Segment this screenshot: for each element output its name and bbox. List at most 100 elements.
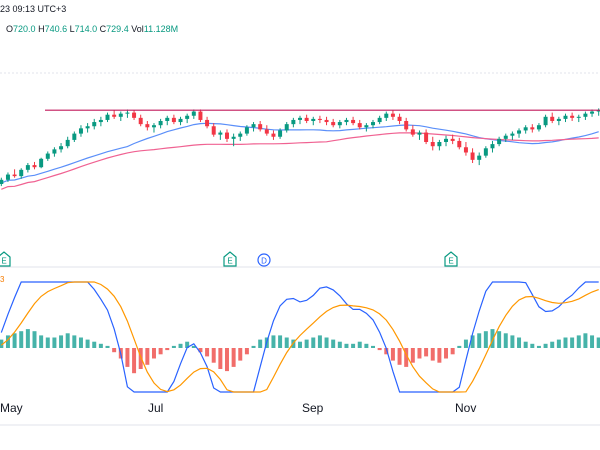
macd-histogram-bar	[404, 348, 409, 367]
macd-histogram-bar	[98, 343, 103, 348]
candle-body	[32, 165, 37, 168]
candle-body	[72, 133, 77, 140]
candle	[231, 133, 236, 147]
macd-histogram-bar	[39, 335, 44, 348]
candle	[384, 111, 389, 121]
candle-body	[205, 119, 210, 127]
candle-body	[530, 127, 535, 130]
candle	[477, 152, 482, 166]
macd-histogram-bar	[304, 339, 309, 348]
macd-histogram-bar	[171, 345, 176, 348]
marker-letter: E	[448, 257, 453, 266]
candle	[65, 136, 70, 149]
candle	[244, 125, 249, 136]
open-value: 720.0	[13, 24, 36, 34]
x-axis-label-nov: Nov	[455, 401, 477, 415]
candle	[424, 129, 429, 145]
ohlc-legend: O720.0 H740.6 L714.0 C729.4 Vol11.128M	[6, 24, 178, 34]
macd-histogram-bar	[351, 343, 356, 348]
marker-shape	[444, 251, 458, 267]
candle	[523, 125, 528, 134]
macd-histogram-bar	[517, 337, 522, 348]
candle-body	[364, 125, 369, 128]
candle-body	[39, 158, 44, 168]
candle-body	[556, 118, 561, 121]
signal-line	[0, 281, 599, 393]
macd-histogram-bar	[417, 348, 422, 359]
macd-histogram-bar	[317, 335, 322, 348]
candle-body	[218, 132, 223, 135]
macd-histogram-bar	[550, 341, 555, 348]
candle	[503, 133, 508, 142]
candle	[444, 135, 449, 147]
macd-histogram-bar	[105, 345, 110, 348]
macd-histogram-bar	[0, 339, 4, 348]
candle	[576, 114, 581, 123]
candle-body	[590, 111, 595, 114]
earnings-marker[interactable]: E	[444, 251, 458, 267]
candle	[151, 123, 156, 133]
candle-body	[244, 127, 249, 134]
candle	[563, 113, 568, 123]
macd-histogram-bar	[59, 335, 64, 348]
candle	[437, 139, 442, 151]
low-label: L	[69, 24, 75, 34]
candle	[570, 112, 575, 121]
macd-histogram-bar	[457, 345, 462, 348]
candle-body	[59, 146, 64, 150]
candle-body	[483, 148, 488, 156]
candle-body	[317, 118, 322, 120]
candle-body	[497, 138, 502, 145]
macd-histogram-bar	[12, 333, 17, 348]
candle	[304, 114, 309, 124]
macd-histogram-bar	[251, 345, 256, 348]
candle-body	[563, 115, 568, 119]
macd-histogram-bar	[384, 348, 389, 355]
volume-label: Vol	[131, 24, 144, 34]
macd-histogram-bar	[503, 333, 508, 348]
macd-histogram-bar	[364, 343, 369, 348]
candle-body	[477, 155, 482, 160]
candle-body	[0, 179, 4, 184]
candle-body	[165, 117, 170, 121]
candle	[337, 119, 342, 129]
macd-histogram-bar	[397, 348, 402, 365]
candle	[45, 151, 50, 161]
macd-histogram-bar	[178, 343, 183, 348]
candle-body	[5, 174, 10, 180]
candle	[132, 110, 137, 120]
candle-body	[437, 142, 442, 147]
earnings-marker[interactable]: E	[223, 251, 237, 267]
candle-body	[258, 124, 263, 130]
candle-body	[450, 138, 455, 141]
dividend-marker[interactable]: D	[257, 253, 271, 267]
moving-averages	[1, 122, 599, 190]
candle	[39, 157, 44, 169]
candle	[463, 142, 468, 156]
macd-histogram-bar	[211, 348, 216, 363]
candle	[351, 116, 356, 126]
low-value: 714.0	[74, 24, 98, 34]
candle	[298, 115, 302, 125]
macd-histogram-bar	[45, 337, 50, 348]
x-axis-label-jul: Jul	[148, 401, 164, 415]
candle	[371, 119, 376, 129]
candle-body	[298, 117, 302, 120]
close-label: C	[99, 24, 107, 34]
candle	[324, 116, 329, 126]
candle-body	[344, 119, 349, 123]
earnings-marker[interactable]: E	[0, 251, 11, 267]
candle	[510, 131, 515, 140]
candle	[490, 140, 495, 153]
candle	[165, 115, 170, 126]
macd-histogram-bar	[231, 348, 236, 367]
candle-body	[583, 113, 588, 117]
macd-histogram-bar	[477, 333, 482, 348]
macd-histogram-bar	[92, 341, 97, 348]
macd-histogram-bar	[185, 341, 190, 348]
macd-histogram-bar	[298, 341, 302, 348]
candle-body	[238, 133, 243, 137]
candle-body	[231, 136, 236, 139]
